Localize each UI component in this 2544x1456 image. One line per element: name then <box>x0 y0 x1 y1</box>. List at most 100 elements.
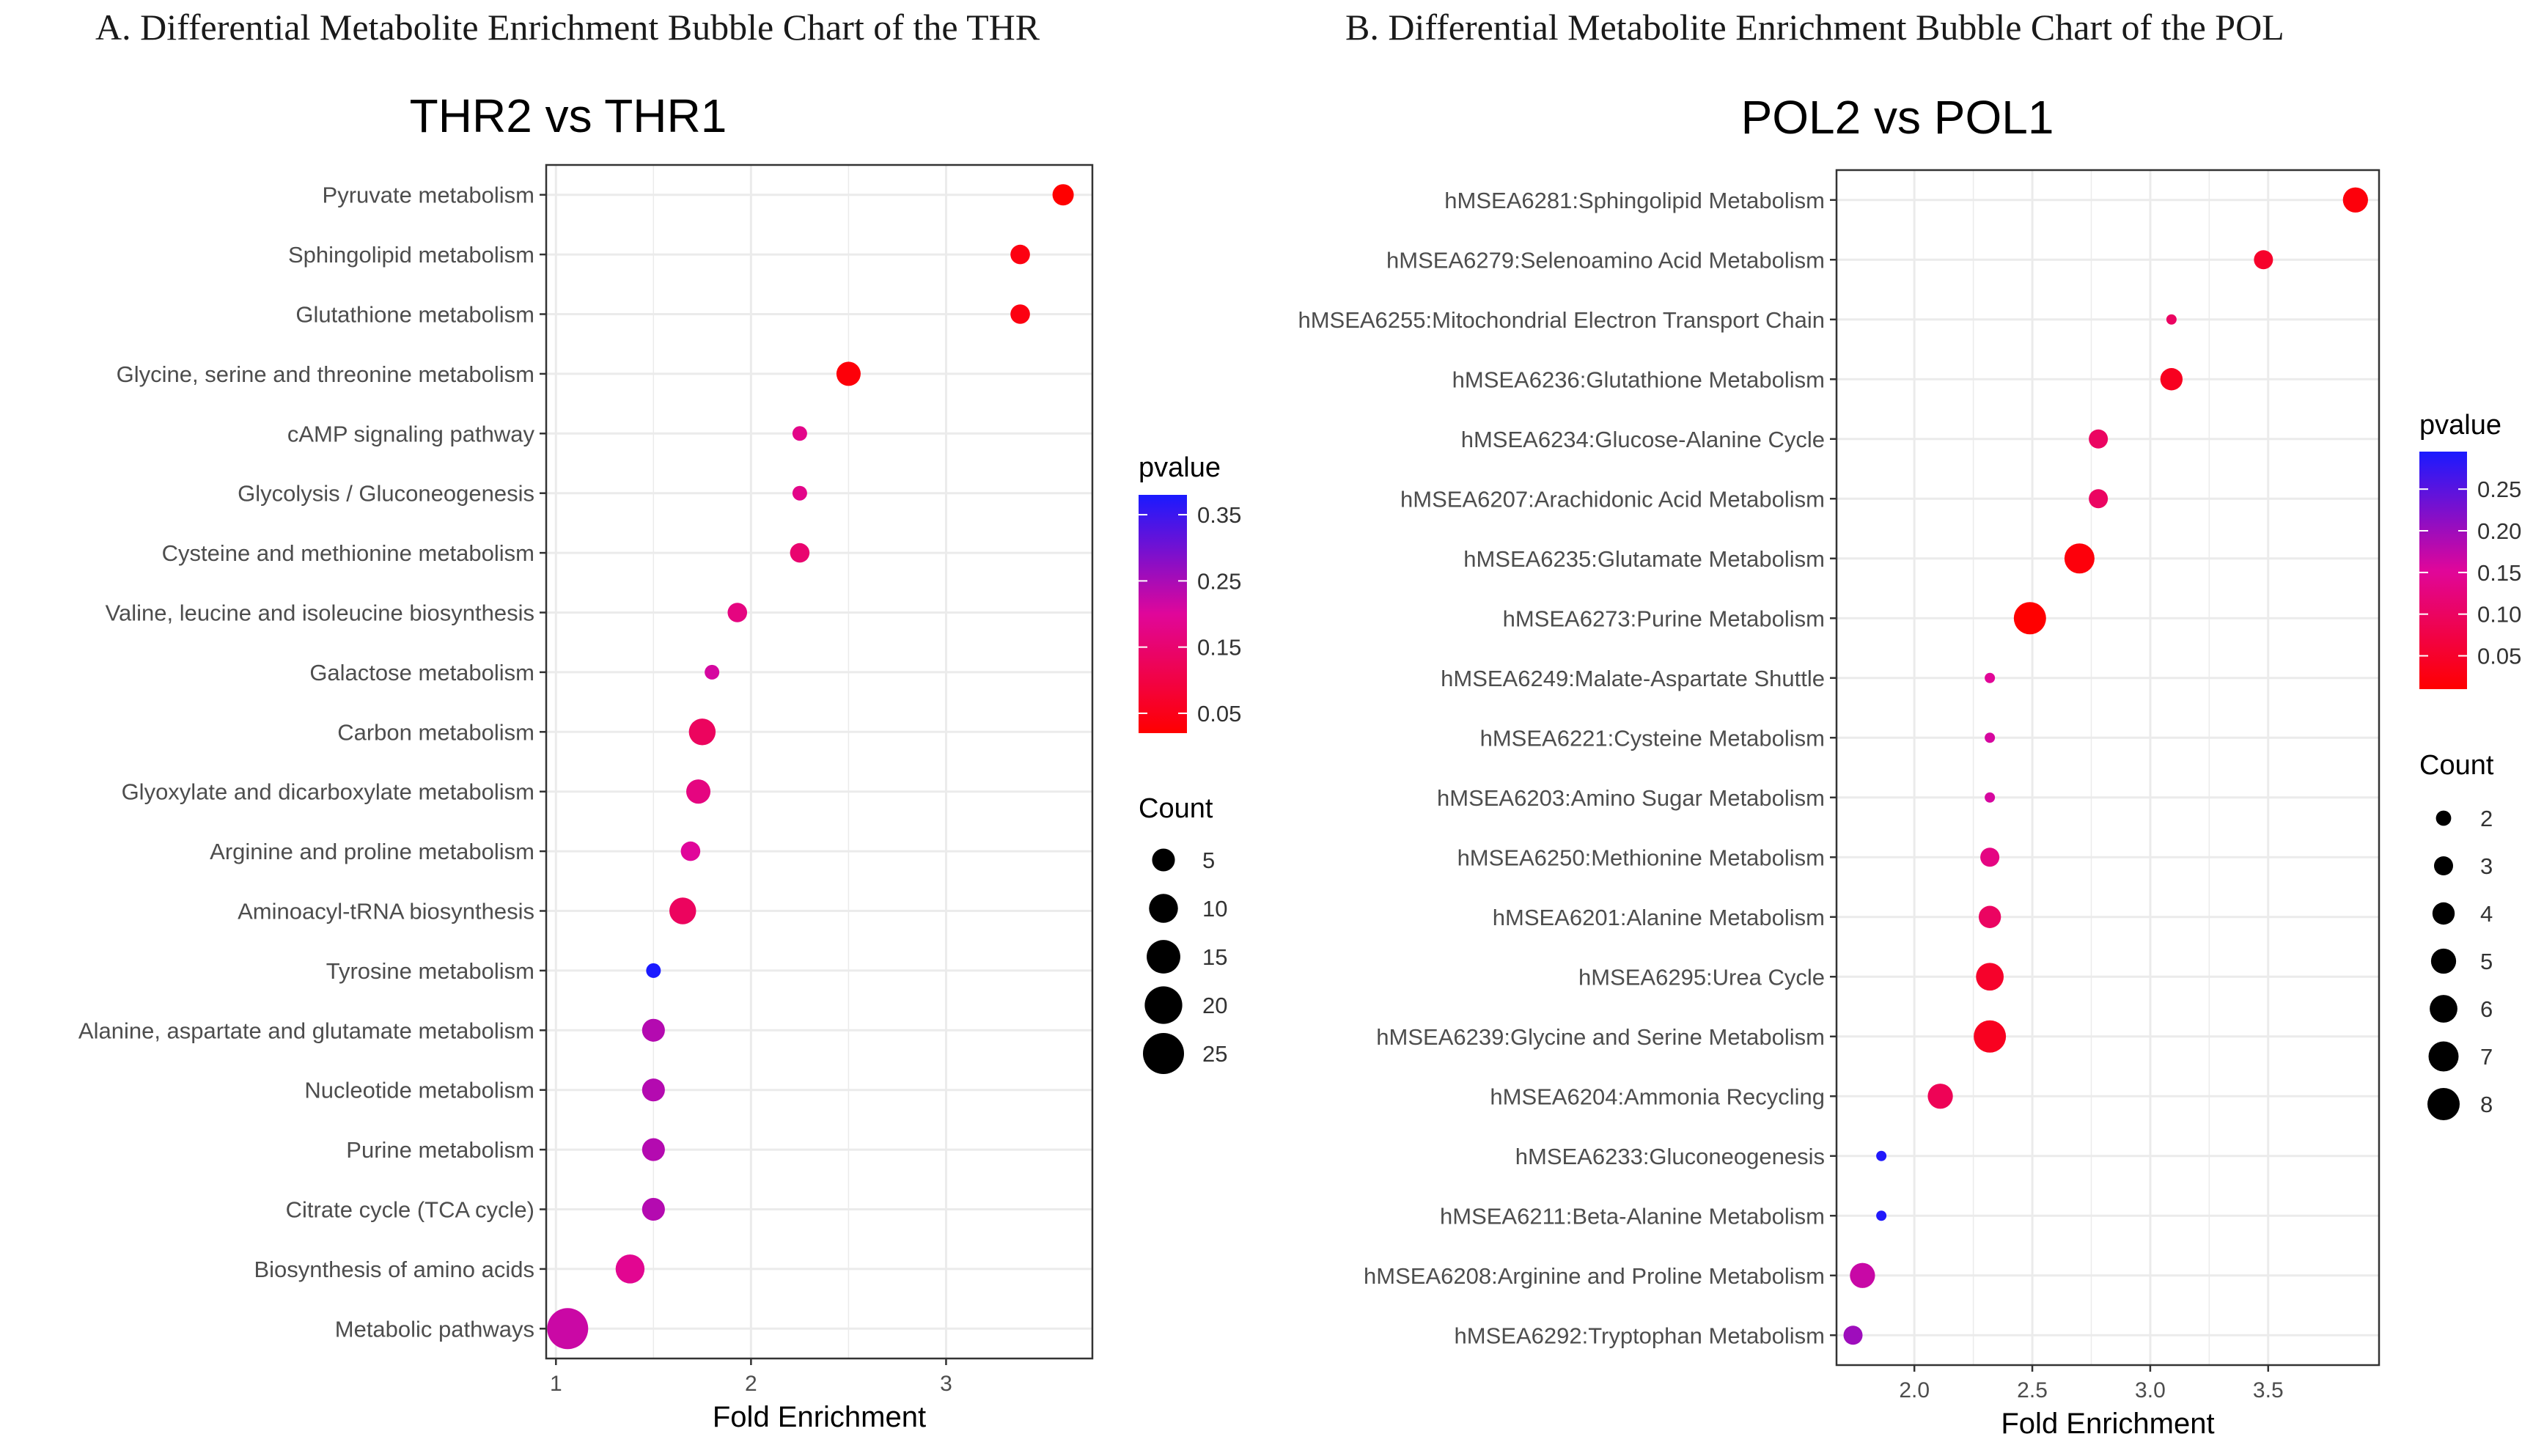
data-point <box>2013 602 2046 635</box>
data-point <box>1850 1262 1875 1288</box>
data-point <box>2089 489 2109 509</box>
data-point <box>641 1018 665 1042</box>
y-tick-label: Glycine, serine and threonine metabolism <box>117 361 534 387</box>
data-point <box>686 779 711 804</box>
count-legend-label: 2 <box>2480 806 2493 831</box>
data-point <box>727 603 748 622</box>
count-legend-dot <box>2435 810 2452 826</box>
y-tick-label: hMSEA6255:Mitochondrial Electron Transpo… <box>1298 307 1825 333</box>
count-legend-label: 7 <box>2480 1044 2493 1070</box>
colorbar-tick-label: 0.20 <box>2477 518 2521 544</box>
count-legend-dot <box>2427 1088 2460 1120</box>
data-point <box>669 897 696 924</box>
y-tick-label: hMSEA6221:Cysteine Metabolism <box>1480 725 1825 751</box>
colorbar-tick-label: 0.35 <box>1197 502 1241 528</box>
y-tick-label: Carbon metabolism <box>337 719 534 745</box>
y-tick-label: Alanine, aspartate and glutamate metabol… <box>78 1018 534 1043</box>
y-tick-label: Nucleotide metabolism <box>304 1078 534 1103</box>
plot-border <box>545 163 1094 1360</box>
pvalue-colorbar <box>2419 452 2467 689</box>
data-point <box>2342 187 2368 213</box>
chart-a: THR2 vs THR1 Pyruvate metabolism Sphingoli… <box>78 89 1241 1433</box>
count-legend-dot <box>1143 1033 1184 1074</box>
data-point <box>1010 304 1030 324</box>
count-legend-label: 10 <box>1202 896 1227 922</box>
data-point <box>641 1138 665 1161</box>
y-tick-label: hMSEA6281:Sphingolipid Metabolism <box>1444 188 1825 213</box>
count-legend-dot <box>1147 940 1180 974</box>
data-point <box>1876 1210 1887 1221</box>
y-tick-label: Glycolysis / Gluconeogenesis <box>238 481 534 507</box>
pvalue-colorbar <box>1139 495 1187 733</box>
plot-border <box>1835 169 2381 1367</box>
x-tick-label: 2.0 <box>1899 1378 1930 1402</box>
y-tick-label: hMSEA6235:Glutamate Metabolism <box>1463 546 1825 572</box>
count-legend-label: 8 <box>2480 1092 2493 1117</box>
data-point <box>680 841 701 861</box>
x-axis-title: Fold Enrichment <box>713 1401 926 1433</box>
data-point <box>646 963 661 978</box>
panel-a-caption: A. Differential Metabolite Enrichment Bu… <box>95 7 1040 48</box>
chart-b: POL2 vs POL1 hMSEA6281:Sphingolipid Metab… <box>1298 91 2521 1440</box>
x-tick-label: 3.5 <box>2253 1378 2284 1402</box>
y-tick-label: hMSEA6207:Arachidonic Acid Metabolism <box>1400 486 1825 512</box>
pvalue-legend-title: pvalue <box>2419 410 2501 441</box>
data-point <box>705 664 720 680</box>
y-tick-label: hMSEA6295:Urea Cycle <box>1578 964 1825 990</box>
y-tick-label: hMSEA6249:Malate-Aspartate Shuttle <box>1441 666 1825 691</box>
count-legend-title: Count <box>1139 793 1213 824</box>
count-legend-dot <box>2430 995 2457 1023</box>
y-tick-label: hMSEA6201:Alanine Metabolism <box>1493 905 1825 930</box>
y-tick-label: hMSEA6250:Methionine Metabolism <box>1457 845 1825 870</box>
y-tick-label: hMSEA6204:Ammonia Recycling <box>1490 1084 1825 1109</box>
chart-title: POL2 vs POL1 <box>1741 91 2054 144</box>
data-point <box>2254 250 2273 270</box>
colorbar-tick-label: 0.25 <box>1197 568 1241 594</box>
y-tick-label: hMSEA6203:Amino Sugar Metabolism <box>1437 785 1825 811</box>
count-legend-label: 25 <box>1202 1041 1227 1067</box>
plot-panel <box>546 165 1092 1358</box>
y-tick-label: Cysteine and methionine metabolism <box>162 540 534 566</box>
pvalue-legend-title: pvalue <box>1139 452 1221 483</box>
y-tick-label: hMSEA6236:Glutathione Metabolism <box>1452 367 1825 392</box>
count-legend-label: 20 <box>1202 993 1227 1018</box>
y-tick-label: Arginine and proline metabolism <box>210 839 534 864</box>
x-tick-label: 2.5 <box>2017 1378 2048 1402</box>
y-tick-label: hMSEA6234:Glucose-Alanine Cycle <box>1461 427 1825 452</box>
data-point <box>1876 1150 1887 1161</box>
x-tick-label: 3.0 <box>2135 1378 2166 1402</box>
colorbar-tick-label: 0.10 <box>2477 602 2521 628</box>
x-tick-label: 1 <box>550 1372 562 1396</box>
data-point <box>615 1254 645 1284</box>
colorbar-tick-label: 0.15 <box>2477 560 2521 586</box>
y-tick-label: Pyruvate metabolism <box>323 183 534 208</box>
plot-panel <box>1837 170 2379 1365</box>
y-tick-label: Valine, leucine and isoleucine biosynthe… <box>106 600 534 626</box>
count-legend-dot <box>2433 856 2454 876</box>
colorbar-tick-label: 0.15 <box>1197 635 1241 661</box>
count-legend-dot <box>2432 902 2455 925</box>
count-legend-dot <box>2430 948 2457 974</box>
y-tick-label: Citrate cycle (TCA cycle) <box>286 1197 534 1223</box>
y-tick-label: hMSEA6292:Tryptophan Metabolism <box>1455 1323 1825 1348</box>
colorbar-tick-label: 0.05 <box>2477 644 2521 669</box>
count-legend-label: 4 <box>2480 901 2493 927</box>
count-legend-label: 5 <box>1202 848 1215 873</box>
y-tick-label: hMSEA6273:Purine Metabolism <box>1503 606 1825 631</box>
count-legend-dot <box>1144 986 1183 1024</box>
data-point <box>2160 368 2183 391</box>
data-point <box>1985 672 1996 683</box>
y-tick-label: hMSEA6208:Arginine and Proline Metabolis… <box>1364 1263 1825 1289</box>
chart-title: THR2 vs THR1 <box>410 89 727 142</box>
count-legend-label: 6 <box>2480 996 2493 1022</box>
y-tick-label: Aminoacyl-tRNA biosynthesis <box>238 899 534 924</box>
x-axis-title: Fold Enrichment <box>2001 1408 2214 1440</box>
y-tick-label: hMSEA6211:Beta-Alanine Metabolism <box>1440 1203 1825 1229</box>
data-point <box>1052 184 1074 206</box>
count-legend-dot <box>2428 1041 2459 1072</box>
x-tick-label: 2 <box>745 1372 757 1396</box>
data-point <box>1010 244 1030 265</box>
y-tick-label: hMSEA6239:Glycine and Serine Metabolism <box>1376 1024 1825 1050</box>
data-point <box>836 361 861 386</box>
